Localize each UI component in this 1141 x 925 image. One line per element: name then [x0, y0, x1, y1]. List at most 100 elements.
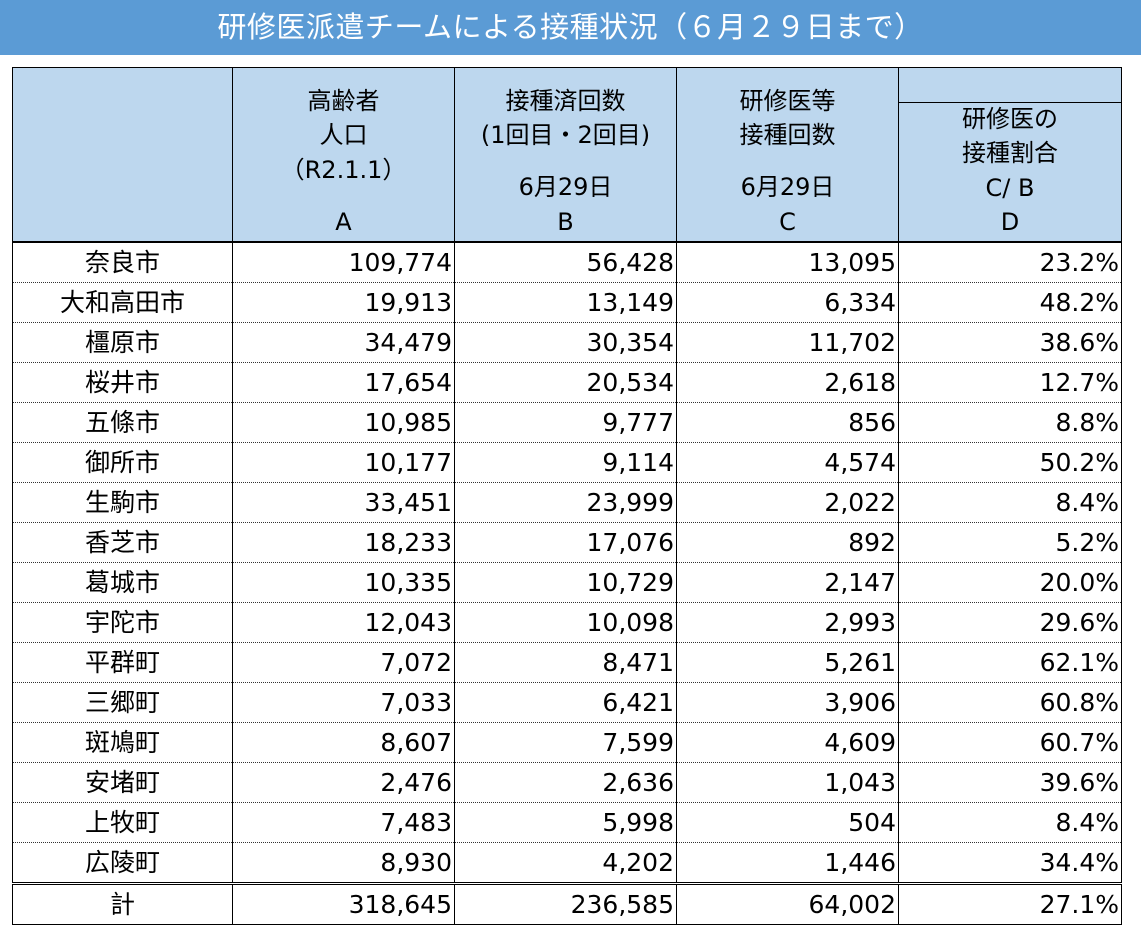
- cell-population: 10,177: [232, 442, 455, 483]
- table-row: 宇陀市 12,043 10,098 2,993 29.6%: [12, 602, 1122, 643]
- cell-total-doses: 8,471: [454, 642, 677, 683]
- vaccination-table: 高齢者 人口 （R2.1.1） A 接種済回数 (1回目・2回目) 6月29日 …: [12, 67, 1122, 925]
- cell-total-doses: 23,999: [454, 482, 677, 523]
- total-doses: 236,585: [454, 882, 677, 925]
- header-a-line3: （R2.1.1）: [280, 156, 407, 184]
- cell-total-doses: 10,729: [454, 562, 677, 603]
- header-c-date: 6月29日: [740, 173, 835, 201]
- header-d-line1: 研修医の: [962, 105, 1058, 133]
- cell-resident-ratio: 60.8%: [898, 682, 1122, 723]
- total-population: 318,645: [232, 882, 455, 925]
- cell-population: 34,479: [232, 322, 455, 363]
- cell-resident-doses: 892: [676, 522, 899, 563]
- cell-population: 17,654: [232, 362, 455, 403]
- page-title: 研修医派遣チームによる接種状況（６月２９日まで）: [0, 0, 1141, 55]
- cell-resident-ratio: 38.6%: [898, 322, 1122, 363]
- header-b-line2: (1回目・2回目): [480, 121, 651, 149]
- table-row: 大和高田市 19,913 13,149 6,334 48.2%: [12, 282, 1122, 323]
- cell-population: 18,233: [232, 522, 455, 563]
- cell-resident-doses: 11,702: [676, 322, 899, 363]
- table-row: 生駒市 33,451 23,999 2,022 8.4%: [12, 482, 1122, 523]
- cell-population: 8,930: [232, 842, 455, 884]
- header-d-line2: 接種割合: [962, 139, 1058, 167]
- cell-resident-doses: 4,609: [676, 722, 899, 763]
- cell-population: 2,476: [232, 762, 455, 803]
- cell-total-doses: 6,421: [454, 682, 677, 723]
- cell-population: 7,072: [232, 642, 455, 683]
- municipality-name: 安堵町: [12, 762, 233, 803]
- cell-resident-doses: 504: [676, 802, 899, 843]
- cell-resident-ratio: 20.0%: [898, 562, 1122, 603]
- table-row: 五條市 10,985 9,777 856 8.8%: [12, 402, 1122, 443]
- municipality-name: 斑鳩町: [12, 722, 233, 763]
- cell-total-doses: 5,998: [454, 802, 677, 843]
- total-label: 計: [12, 882, 233, 925]
- municipality-name: 葛城市: [12, 562, 233, 603]
- header-c-line2: 接種回数: [739, 121, 836, 149]
- table-row: 御所市 10,177 9,114 4,574 50.2%: [12, 442, 1122, 483]
- header-col-a: 高齢者 人口 （R2.1.1） A: [232, 67, 455, 243]
- cell-total-doses: 9,777: [454, 402, 677, 443]
- header-d-formula: C/ B: [985, 174, 1035, 202]
- header-municipality: [12, 67, 233, 243]
- cell-resident-doses: 1,043: [676, 762, 899, 803]
- municipality-name: 御所市: [12, 442, 233, 483]
- cell-resident-doses: 2,022: [676, 482, 899, 523]
- table-row: 平群町 7,072 8,471 5,261 62.1%: [12, 642, 1122, 683]
- cell-population: 8,607: [232, 722, 455, 763]
- cell-resident-ratio: 48.2%: [898, 282, 1122, 323]
- cell-total-doses: 7,599: [454, 722, 677, 763]
- total-row: 計 318,645 236,585 64,002 27.1%: [12, 882, 1122, 925]
- total-resident-ratio: 27.1%: [898, 882, 1122, 925]
- municipality-name: 桜井市: [12, 362, 233, 403]
- cell-total-doses: 4,202: [454, 842, 677, 884]
- cell-total-doses: 2,636: [454, 762, 677, 803]
- header-a-line1: 高齢者: [307, 87, 380, 115]
- cell-total-doses: 9,114: [454, 442, 677, 483]
- cell-resident-ratio: 34.4%: [898, 842, 1122, 884]
- municipality-name: 上牧町: [12, 802, 233, 843]
- header-col-d: 研修医の 接種割合 C/ B D: [898, 67, 1122, 243]
- cell-resident-doses: 856: [676, 402, 899, 443]
- header-row: 高齢者 人口 （R2.1.1） A 接種済回数 (1回目・2回目) 6月29日 …: [12, 67, 1122, 243]
- cell-resident-doses: 3,906: [676, 682, 899, 723]
- municipality-name: 広陵町: [12, 842, 233, 884]
- header-a-line2: 人口: [319, 121, 368, 149]
- cell-population: 7,483: [232, 802, 455, 843]
- cell-resident-ratio: 8.4%: [898, 802, 1122, 843]
- municipality-name: 香芝市: [12, 522, 233, 563]
- table-row: 香芝市 18,233 17,076 892 5.2%: [12, 522, 1122, 563]
- cell-resident-ratio: 5.2%: [898, 522, 1122, 563]
- cell-total-doses: 30,354: [454, 322, 677, 363]
- municipality-name: 生駒市: [12, 482, 233, 523]
- municipality-name: 平群町: [12, 642, 233, 683]
- table-row: 上牧町 7,483 5,998 504 8.4%: [12, 802, 1122, 843]
- municipality-name: 宇陀市: [12, 602, 233, 643]
- table-row: 奈良市 109,774 56,428 13,095 23.2%: [12, 242, 1122, 283]
- cell-resident-ratio: 23.2%: [898, 242, 1122, 283]
- cell-population: 10,335: [232, 562, 455, 603]
- cell-resident-ratio: 50.2%: [898, 442, 1122, 483]
- cell-resident-ratio: 60.7%: [898, 722, 1122, 763]
- municipality-name: 三郷町: [12, 682, 233, 723]
- cell-resident-doses: 2,618: [676, 362, 899, 403]
- cell-total-doses: 10,098: [454, 602, 677, 643]
- cell-population: 7,033: [232, 682, 455, 723]
- municipality-name: 五條市: [12, 402, 233, 443]
- municipality-name: 大和高田市: [12, 282, 233, 323]
- cell-total-doses: 56,428: [454, 242, 677, 283]
- header-b-line1: 接種済回数: [505, 87, 626, 115]
- cell-total-doses: 17,076: [454, 522, 677, 563]
- cell-resident-ratio: 39.6%: [898, 762, 1122, 803]
- cell-resident-ratio: 29.6%: [898, 602, 1122, 643]
- cell-total-doses: 13,149: [454, 282, 677, 323]
- cell-population: 19,913: [232, 282, 455, 323]
- total-resident-doses: 64,002: [676, 882, 899, 925]
- cell-resident-doses: 1,446: [676, 842, 899, 884]
- cell-population: 10,985: [232, 402, 455, 443]
- header-d-letter: D: [1000, 208, 1020, 236]
- header-col-c: 研修医等 接種回数 6月29日 C: [676, 67, 899, 243]
- cell-resident-ratio: 12.7%: [898, 362, 1122, 403]
- cell-resident-ratio: 62.1%: [898, 642, 1122, 683]
- table-row: 広陵町 8,930 4,202 1,446 34.4%: [12, 842, 1122, 884]
